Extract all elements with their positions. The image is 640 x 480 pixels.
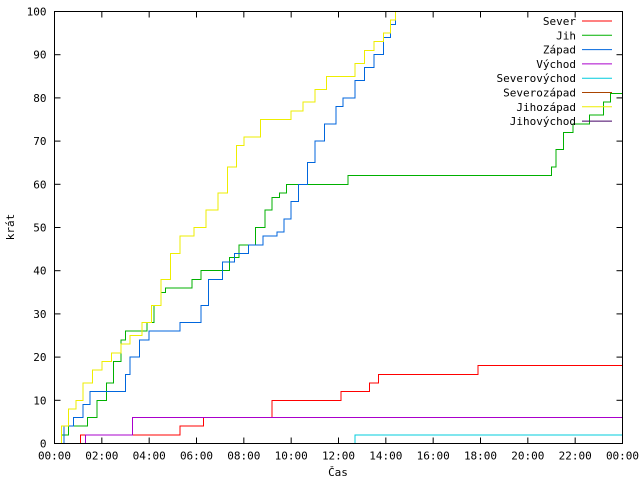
- series-line-sever: [54, 365, 623, 444]
- x-tick-label: 20:00: [511, 450, 544, 463]
- x-tick-label: 22:00: [559, 450, 592, 463]
- y-tick-label: 0: [40, 438, 47, 451]
- x-tick-label: 08:00: [227, 450, 260, 463]
- y-tick-label: 20: [33, 351, 46, 364]
- x-tick-label: 10:00: [275, 450, 308, 463]
- y-axis-label: krát: [4, 214, 17, 241]
- x-tick-label: 16:00: [417, 450, 450, 463]
- y-tick-label: 70: [33, 135, 46, 148]
- legend-label-sever: Sever: [543, 15, 576, 28]
- legend-label-jih: Jih: [556, 29, 576, 42]
- x-tick-label: 14:00: [369, 450, 402, 463]
- legend-label-vychod: Východ: [536, 58, 576, 71]
- x-tick-label: 12:00: [322, 450, 355, 463]
- plot-frame: [54, 11, 623, 444]
- x-tick-label: 00:00: [606, 450, 639, 463]
- y-tick-label: 40: [33, 265, 46, 278]
- x-axis-label: Čas: [328, 466, 348, 479]
- x-tick-label: 00:00: [38, 450, 71, 463]
- x-tick-label: 06:00: [180, 450, 213, 463]
- legend-label-zapad: Západ: [543, 44, 576, 57]
- legend-label-jihozapad: Jihozápad: [516, 101, 576, 114]
- y-tick-label: 80: [33, 92, 46, 105]
- axis-ticks: 0 10 20 30 40 50 60 70 80 90 100 00:00 02:00 04:00 06:…: [27, 6, 639, 463]
- y-tick-label: 90: [33, 49, 46, 62]
- x-tick-label: 02:00: [85, 450, 118, 463]
- legend-label-severozapad: Severozápad: [503, 87, 576, 100]
- y-tick-label: 30: [33, 308, 46, 321]
- series-line-jihozapad: [54, 11, 396, 444]
- y-tick-label: 10: [33, 394, 46, 407]
- y-tick-label: 50: [33, 222, 46, 235]
- x-tick-label: 04:00: [133, 450, 166, 463]
- y-tick-label: 100: [27, 6, 47, 19]
- x-tick-label: 18:00: [464, 450, 497, 463]
- series-line-zapad: [54, 11, 396, 444]
- legend-label-jihovychod: Jihovýchod: [510, 115, 576, 128]
- series-line-jih: [54, 93, 623, 444]
- legend-label-severovychod: Severovýchod: [497, 72, 576, 85]
- y-tick-label: 60: [33, 178, 46, 191]
